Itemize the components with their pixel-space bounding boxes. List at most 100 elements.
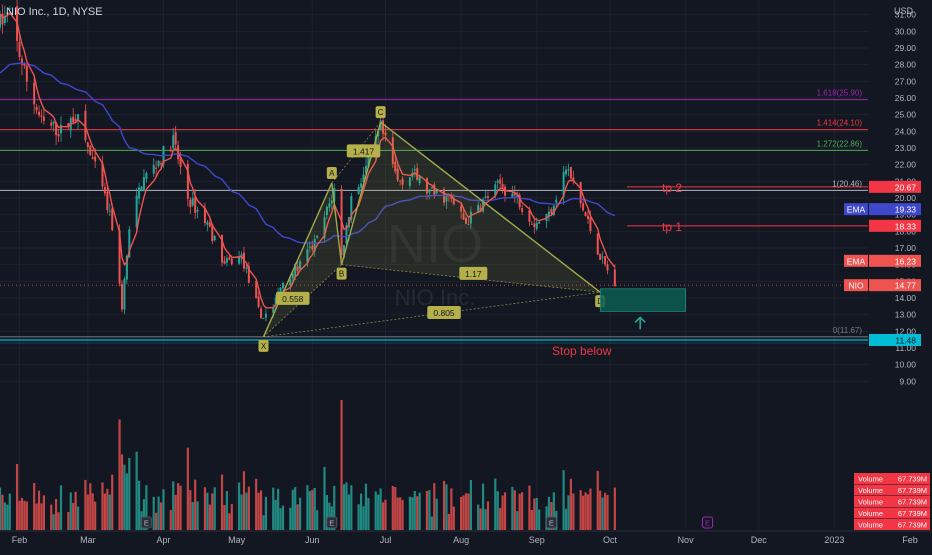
candle-body [189, 199, 192, 207]
pattern-point-box[interactable] [258, 339, 269, 352]
pattern-ratio-label: 1.417 [353, 146, 375, 156]
volume-bar [599, 490, 602, 530]
volume-bar [159, 502, 163, 530]
candle-body [230, 259, 233, 265]
candle-body [606, 264, 609, 271]
candle-body [552, 205, 555, 216]
candle-body [18, 41, 21, 57]
candle-body [86, 142, 89, 147]
candle-body [567, 169, 570, 171]
volume-bar [101, 482, 104, 530]
watermark-name: NIO Inc. [395, 285, 476, 310]
candle-body [367, 157, 370, 168]
candle-body [208, 222, 211, 227]
candle-body [228, 257, 231, 260]
entry-arrow-head [634, 316, 646, 323]
candle-body [8, 7, 11, 9]
candle-body [42, 116, 45, 121]
volume-bar [69, 492, 72, 530]
price-tick-label: 25.00 [895, 110, 917, 120]
fib-level-label: 1(20.46) [832, 179, 862, 188]
candle-body [613, 269, 616, 287]
volume-badge-name: Volume [858, 521, 883, 530]
candle-body [391, 137, 394, 165]
volume-badge-name: Volume [858, 486, 883, 495]
candle-body [0, 14, 1, 28]
volume-bar [596, 470, 599, 530]
symbol-title[interactable]: NIO Inc., 1D, NYSE [6, 6, 103, 18]
volume-bar [528, 485, 531, 530]
candle-body [272, 307, 275, 313]
candle-body [111, 208, 114, 231]
pattern-ratio-box[interactable] [346, 144, 381, 158]
volume-bar [118, 419, 121, 530]
earnings-marker[interactable] [702, 516, 714, 529]
volume-bar [501, 495, 504, 530]
candle-body [547, 211, 550, 217]
price-tick-label: 14.00 [895, 293, 917, 303]
volume-bar [225, 490, 229, 530]
candle-body [203, 207, 206, 223]
volume-bar [108, 494, 111, 530]
candle-body [206, 221, 209, 225]
volume-bar [177, 483, 180, 530]
volume-bar [1, 494, 4, 530]
volume-bar [550, 502, 553, 530]
candle-body [535, 222, 538, 229]
candle-body [40, 115, 43, 117]
volume-bar [237, 482, 241, 530]
candle-body [601, 256, 604, 258]
candle-body [94, 156, 97, 162]
candle-body [452, 199, 455, 205]
volume-bar [562, 470, 565, 530]
volume-bar [37, 490, 41, 530]
candle-body [357, 187, 360, 194]
volume-bar [191, 501, 194, 530]
volume-bar [245, 492, 248, 530]
pattern-ratio-box[interactable] [459, 266, 488, 280]
volume-bar [279, 508, 282, 530]
price-axis[interactable]: 31.00 30.00 29.00 28.00 27.00 26.00 25.00 24.00… [870, 0, 932, 550]
candle-body [50, 122, 53, 126]
volume-bar [499, 508, 502, 530]
pattern-point-label: X [261, 342, 267, 351]
pattern-ratio-line [331, 121, 381, 184]
entry-zone-box[interactable] [599, 288, 686, 312]
volume-bar [530, 510, 533, 530]
time-axis[interactable]: Feb Mar Apr May Jun Jul Aug Sep Oct Nov Dec 2023 Feb [0, 530, 932, 545]
pattern-point-box[interactable] [326, 167, 337, 179]
pattern-ratio-box[interactable] [427, 306, 461, 319]
ema-fast-badge-name: EMA [847, 256, 866, 266]
candle-body [499, 179, 502, 184]
candle-body [101, 162, 104, 187]
earnings-marker[interactable] [140, 516, 152, 529]
time-tick-label: Jun [305, 535, 320, 545]
candle-body [333, 188, 336, 202]
pattern-bcd-fill [341, 122, 601, 293]
volume-bar [52, 514, 55, 530]
pattern-point-box[interactable] [375, 106, 386, 119]
volume-bar [547, 496, 551, 530]
earnings-marker-letter: E [144, 519, 149, 528]
earnings-marker[interactable] [326, 516, 338, 529]
pattern-ratio-box[interactable] [276, 291, 310, 305]
earnings-marker[interactable] [545, 516, 557, 529]
candle-body [416, 168, 419, 181]
volume-bar [72, 502, 75, 530]
volume-bar [211, 493, 214, 530]
candle-body [311, 245, 314, 250]
volume-bar [416, 496, 419, 530]
volume-bar [357, 504, 360, 530]
candle-body [38, 111, 41, 116]
pattern-point-box[interactable] [336, 267, 347, 280]
candle-body [584, 212, 587, 217]
entry-zone[interactable] [599, 288, 686, 330]
candle-body [364, 165, 367, 174]
volume-bar [145, 485, 148, 530]
time-tick-label: Sep [529, 535, 545, 545]
volume-bar [128, 457, 131, 530]
volume-bar [281, 505, 285, 530]
